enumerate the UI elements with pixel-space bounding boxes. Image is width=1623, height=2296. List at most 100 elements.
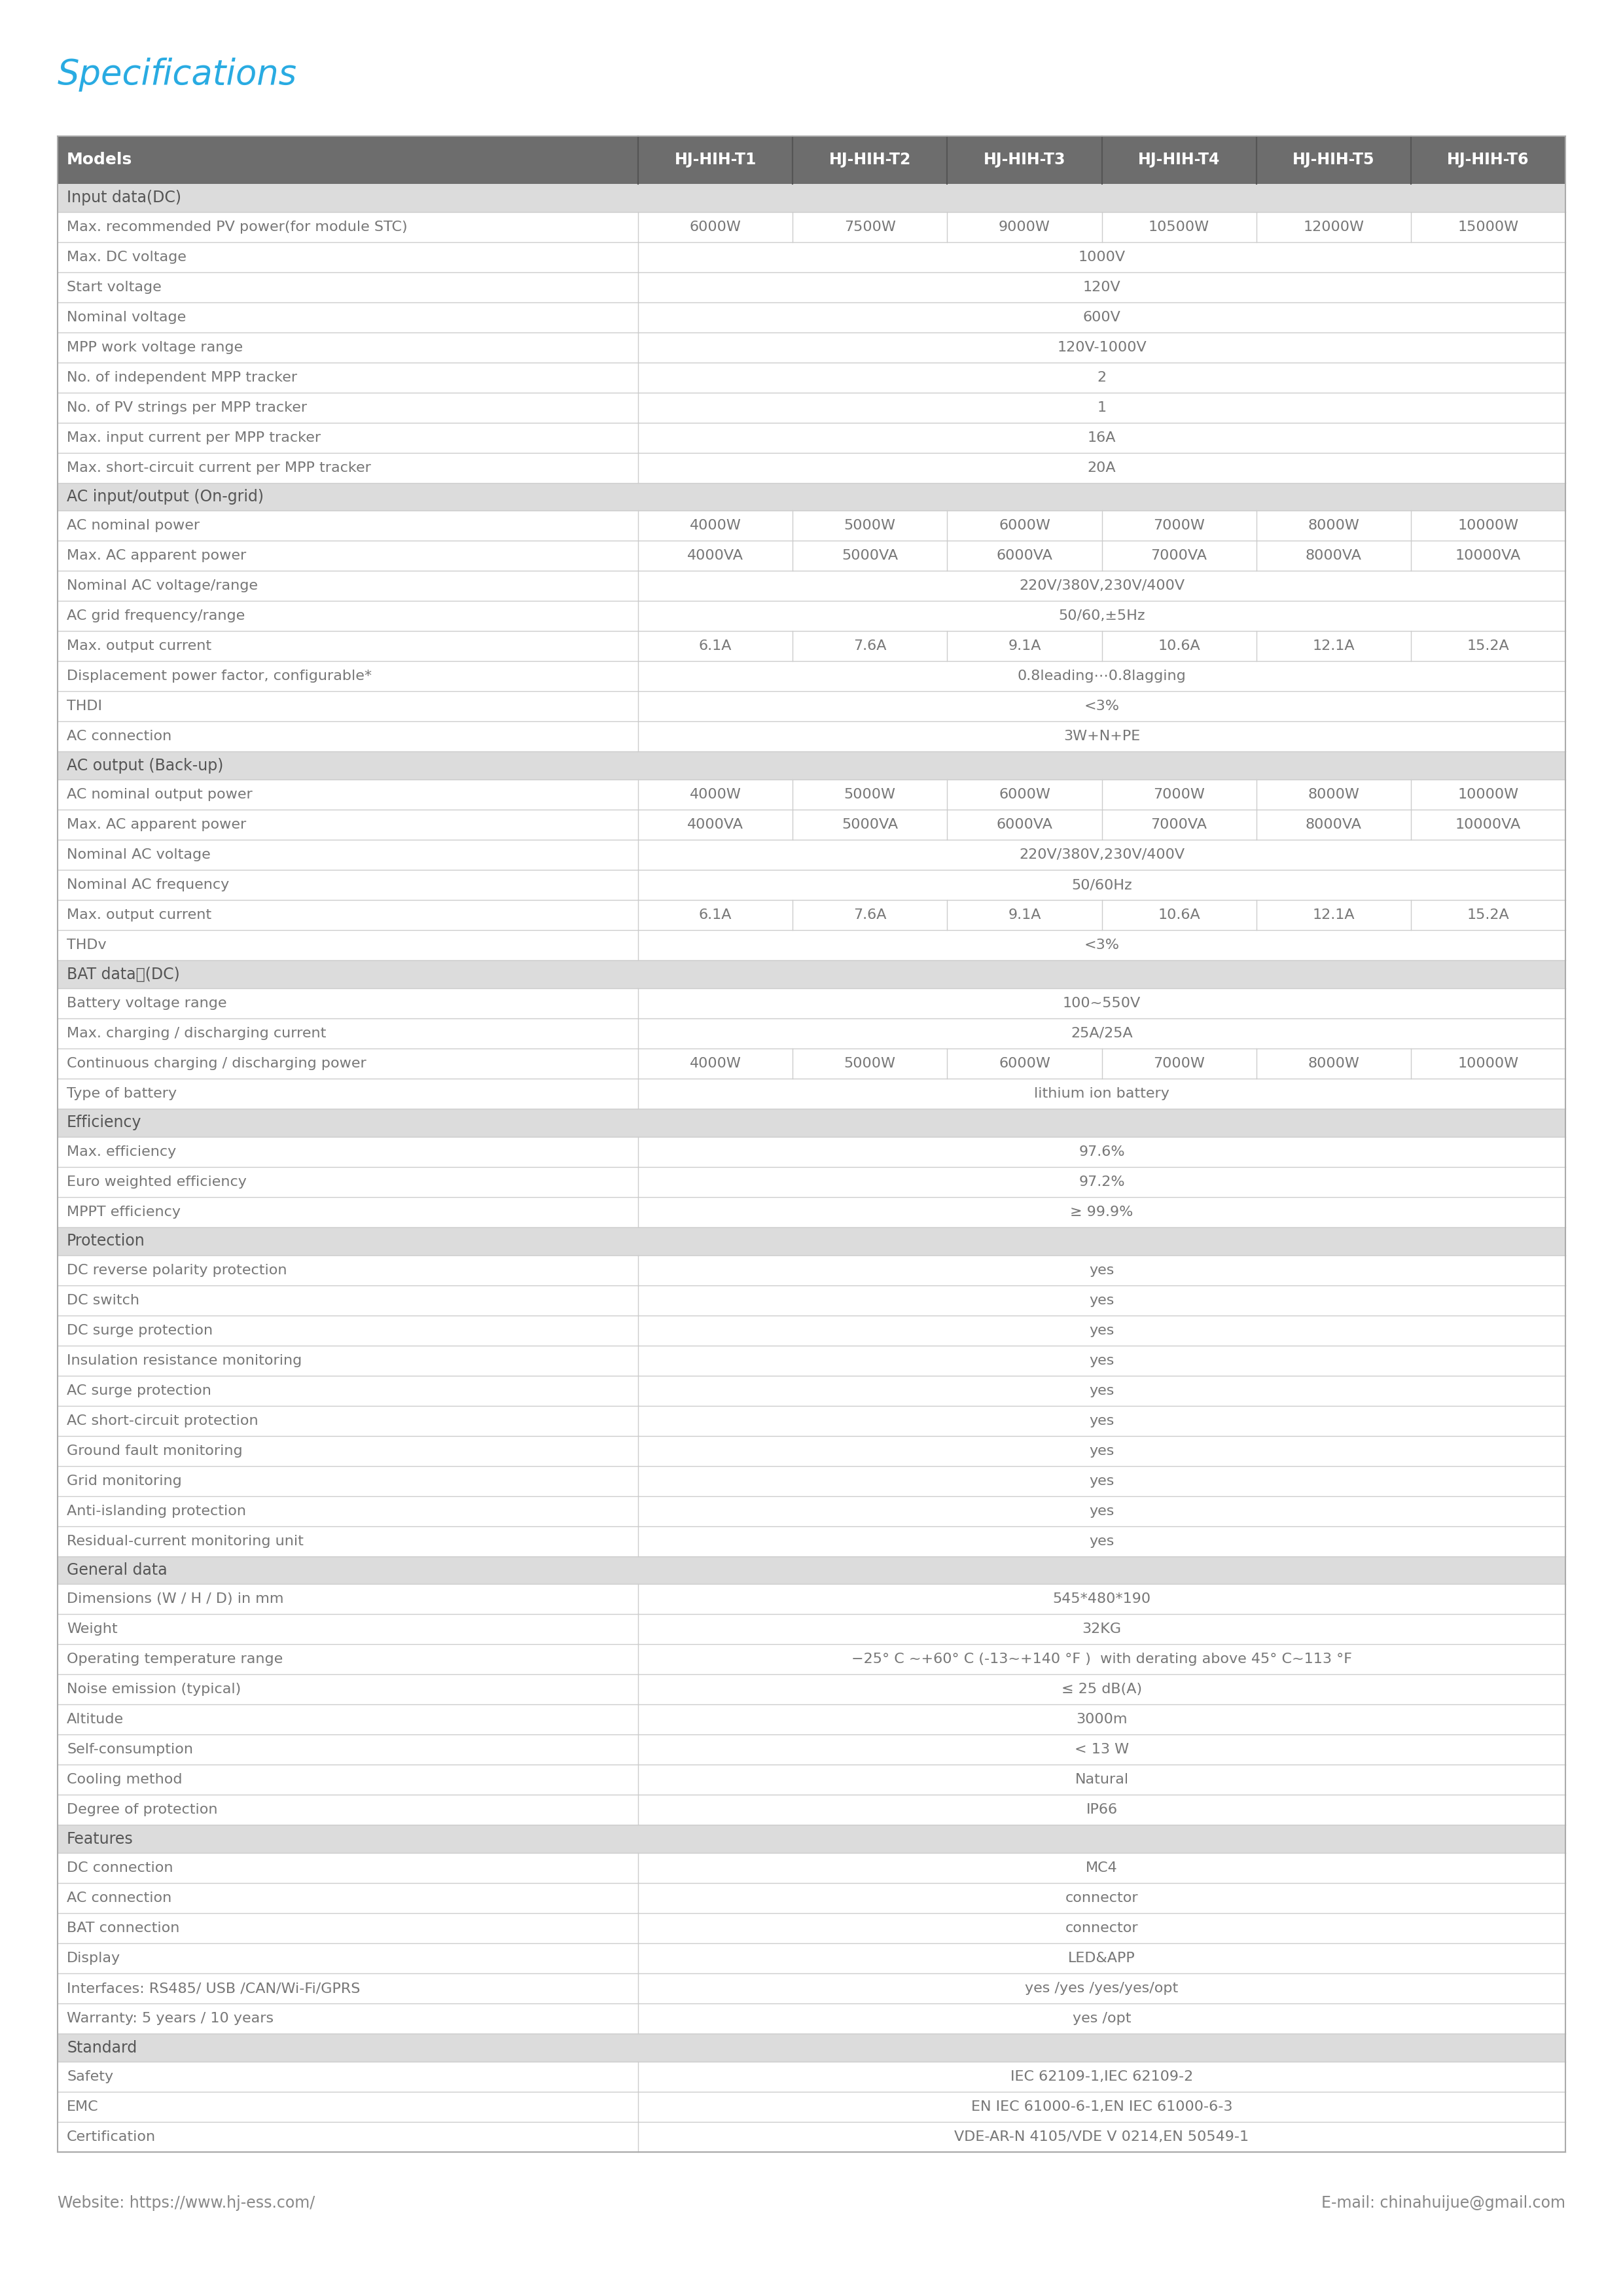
Text: E-mail: chinahuijue@gmail.com: E-mail: chinahuijue@gmail.com bbox=[1321, 2195, 1566, 2211]
Bar bbox=[57, 1435, 1566, 1465]
Bar bbox=[57, 271, 1566, 303]
Text: 3W+N+PE: 3W+N+PE bbox=[1063, 730, 1139, 744]
Bar bbox=[57, 184, 1566, 211]
Bar bbox=[57, 1527, 1566, 1557]
Bar bbox=[57, 1736, 1566, 1766]
Text: DC surge protection: DC surge protection bbox=[67, 1325, 213, 1336]
Text: 6.1A: 6.1A bbox=[700, 909, 732, 921]
Bar bbox=[57, 751, 1566, 781]
Text: 12.1A: 12.1A bbox=[1313, 909, 1355, 921]
Text: Max. output current: Max. output current bbox=[67, 909, 211, 921]
Text: ≤ 25 dB(A): ≤ 25 dB(A) bbox=[1061, 1683, 1143, 1697]
Text: 12.1A: 12.1A bbox=[1313, 641, 1355, 652]
Text: 120V-1000V: 120V-1000V bbox=[1057, 340, 1146, 354]
Text: Natural: Natural bbox=[1074, 1773, 1128, 1786]
Bar bbox=[57, 840, 1566, 870]
Text: Max. short-circuit current per MPP tracker: Max. short-circuit current per MPP track… bbox=[67, 461, 372, 475]
Text: HJ-HIH-T1: HJ-HIH-T1 bbox=[674, 152, 756, 168]
Bar bbox=[57, 452, 1566, 482]
Bar bbox=[57, 1497, 1566, 1527]
Bar bbox=[57, 1465, 1566, 1497]
Text: General data: General data bbox=[67, 1561, 167, 1577]
Text: yes: yes bbox=[1089, 1504, 1115, 1518]
Text: 7.6A: 7.6A bbox=[854, 641, 886, 652]
Bar bbox=[57, 135, 1566, 2151]
Text: 1: 1 bbox=[1097, 402, 1107, 413]
Text: Residual-current monitoring unit: Residual-current monitoring unit bbox=[67, 1534, 304, 1548]
Text: lithium ion battery: lithium ion battery bbox=[1034, 1086, 1170, 1100]
Text: −25° C ~+60° C (-13~+140 °F )  with derating above 45° C~113 °F: −25° C ~+60° C (-13~+140 °F ) with derat… bbox=[852, 1653, 1352, 1667]
Text: yes: yes bbox=[1089, 1293, 1115, 1306]
Text: 10000VA: 10000VA bbox=[1456, 817, 1521, 831]
Text: 15.2A: 15.2A bbox=[1467, 909, 1509, 921]
Text: 6000W: 6000W bbox=[998, 788, 1050, 801]
Bar bbox=[57, 1795, 1566, 1825]
Bar bbox=[57, 211, 1566, 241]
Text: Website: https://www.hj-ess.com/: Website: https://www.hj-ess.com/ bbox=[57, 2195, 315, 2211]
Text: 120V: 120V bbox=[1083, 280, 1120, 294]
Bar bbox=[57, 1584, 1566, 1614]
Text: THDv: THDv bbox=[67, 939, 107, 953]
Text: Ground fault monitoring: Ground fault monitoring bbox=[67, 1444, 242, 1458]
Text: AC connection: AC connection bbox=[67, 1892, 172, 1906]
Bar bbox=[57, 1557, 1566, 1584]
Text: yes: yes bbox=[1089, 1325, 1115, 1336]
Bar bbox=[57, 900, 1566, 930]
Text: 6.1A: 6.1A bbox=[700, 641, 732, 652]
Text: Anti-islanding protection: Anti-islanding protection bbox=[67, 1504, 247, 1518]
Text: HJ-HIH-T2: HJ-HIH-T2 bbox=[829, 152, 911, 168]
Text: 4000VA: 4000VA bbox=[687, 549, 743, 563]
Bar bbox=[57, 1405, 1566, 1435]
Text: DC connection: DC connection bbox=[67, 1862, 174, 1874]
Text: <3%: <3% bbox=[1084, 700, 1120, 714]
Text: Type of battery: Type of battery bbox=[67, 1086, 177, 1100]
Text: 5000VA: 5000VA bbox=[842, 817, 898, 831]
Bar bbox=[57, 1109, 1566, 1137]
Text: Max. DC voltage: Max. DC voltage bbox=[67, 250, 187, 264]
Text: 4000W: 4000W bbox=[690, 519, 742, 533]
Text: AC connection: AC connection bbox=[67, 730, 172, 744]
Text: connector: connector bbox=[1065, 1922, 1138, 1936]
Text: 4000W: 4000W bbox=[690, 1056, 742, 1070]
Bar bbox=[57, 572, 1566, 602]
Text: 8000W: 8000W bbox=[1308, 1056, 1360, 1070]
Text: 5000VA: 5000VA bbox=[842, 549, 898, 563]
Text: Euro weighted efficiency: Euro weighted efficiency bbox=[67, 1176, 247, 1189]
Text: 4000VA: 4000VA bbox=[687, 817, 743, 831]
Text: yes: yes bbox=[1089, 1263, 1115, 1277]
Text: 10000VA: 10000VA bbox=[1456, 549, 1521, 563]
Text: 6000W: 6000W bbox=[690, 220, 742, 234]
Text: yes: yes bbox=[1089, 1474, 1115, 1488]
Text: 6000W: 6000W bbox=[998, 1056, 1050, 1070]
Bar bbox=[57, 1614, 1566, 1644]
Bar bbox=[57, 1226, 1566, 1256]
Text: 7000W: 7000W bbox=[1154, 788, 1204, 801]
Text: 0.8leading⋯0.8lagging: 0.8leading⋯0.8lagging bbox=[1018, 670, 1186, 682]
Bar bbox=[57, 930, 1566, 960]
Text: 8000VA: 8000VA bbox=[1305, 549, 1362, 563]
Text: Displacement power factor, configurable*: Displacement power factor, configurable* bbox=[67, 670, 372, 682]
Text: yes: yes bbox=[1089, 1444, 1115, 1458]
Bar bbox=[57, 422, 1566, 452]
Text: 12000W: 12000W bbox=[1303, 220, 1363, 234]
Bar bbox=[57, 631, 1566, 661]
Text: Degree of protection: Degree of protection bbox=[67, 1802, 217, 1816]
Text: MPP work voltage range: MPP work voltage range bbox=[67, 340, 243, 354]
Text: AC short-circuit protection: AC short-circuit protection bbox=[67, 1414, 258, 1428]
Text: Safety: Safety bbox=[67, 2071, 114, 2082]
Bar bbox=[57, 1913, 1566, 1942]
Text: Max. charging / discharging current: Max. charging / discharging current bbox=[67, 1026, 326, 1040]
Bar bbox=[57, 2062, 1566, 2092]
Bar bbox=[57, 1825, 1566, 1853]
Text: Nominal AC voltage: Nominal AC voltage bbox=[67, 847, 211, 861]
Text: 15000W: 15000W bbox=[1457, 220, 1519, 234]
Text: 97.6%: 97.6% bbox=[1079, 1146, 1125, 1157]
Text: HJ-HIH-T4: HJ-HIH-T4 bbox=[1138, 152, 1220, 168]
Bar bbox=[57, 1942, 1566, 1975]
Text: Nominal voltage: Nominal voltage bbox=[67, 310, 187, 324]
Text: Max. efficiency: Max. efficiency bbox=[67, 1146, 177, 1157]
Text: 4000W: 4000W bbox=[690, 788, 742, 801]
Text: BAT connection: BAT connection bbox=[67, 1922, 180, 1936]
Text: Insulation resistance monitoring: Insulation resistance monitoring bbox=[67, 1355, 302, 1366]
Text: 10000W: 10000W bbox=[1457, 1056, 1519, 1070]
